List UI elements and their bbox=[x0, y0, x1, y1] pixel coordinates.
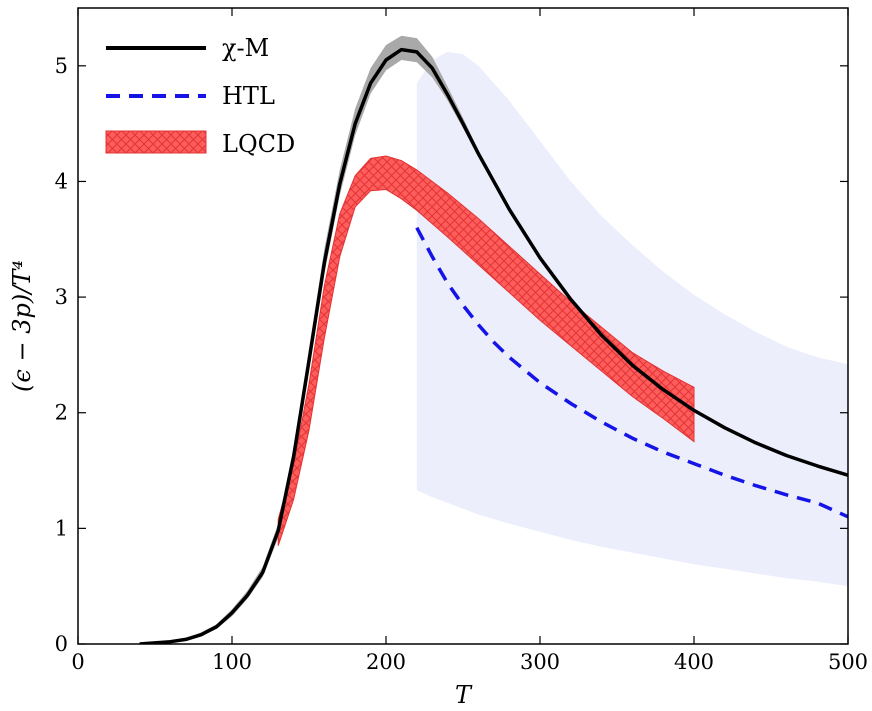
y-tick-label: 2 bbox=[55, 401, 68, 425]
y-tick-label: 5 bbox=[55, 54, 68, 78]
x-tick-label: 100 bbox=[212, 650, 252, 674]
x-tick-label: 0 bbox=[71, 650, 84, 674]
htl-line bbox=[415, 226, 848, 519]
legend-label-htl: HTL bbox=[222, 82, 275, 110]
lqcd-band bbox=[277, 155, 695, 546]
legend-swatch-lqcd bbox=[105, 130, 207, 154]
x-tick-label: 200 bbox=[366, 650, 406, 674]
y-tick-label: 0 bbox=[55, 632, 68, 656]
y-axis-label: (ϵ − 3p)/T⁴ bbox=[8, 260, 36, 392]
chi-m-line bbox=[139, 47, 848, 644]
y-tick-label: 1 bbox=[55, 516, 68, 540]
legend: χ-M HTL LQCD bbox=[105, 34, 295, 158]
x-tick-label: 400 bbox=[674, 650, 714, 674]
plot-frame bbox=[77, 7, 849, 645]
y-tick-label: 3 bbox=[55, 285, 68, 309]
x-axis-label: T bbox=[455, 681, 473, 709]
legend-label-chi-m: χ-M bbox=[222, 34, 269, 62]
htl-uncertainty-band bbox=[416, 51, 848, 587]
x-tick-label: 500 bbox=[828, 650, 868, 674]
y-tick-label: 4 bbox=[55, 169, 68, 193]
x-tick-label: 300 bbox=[520, 650, 560, 674]
legend-label-lqcd: LQCD bbox=[222, 130, 295, 158]
